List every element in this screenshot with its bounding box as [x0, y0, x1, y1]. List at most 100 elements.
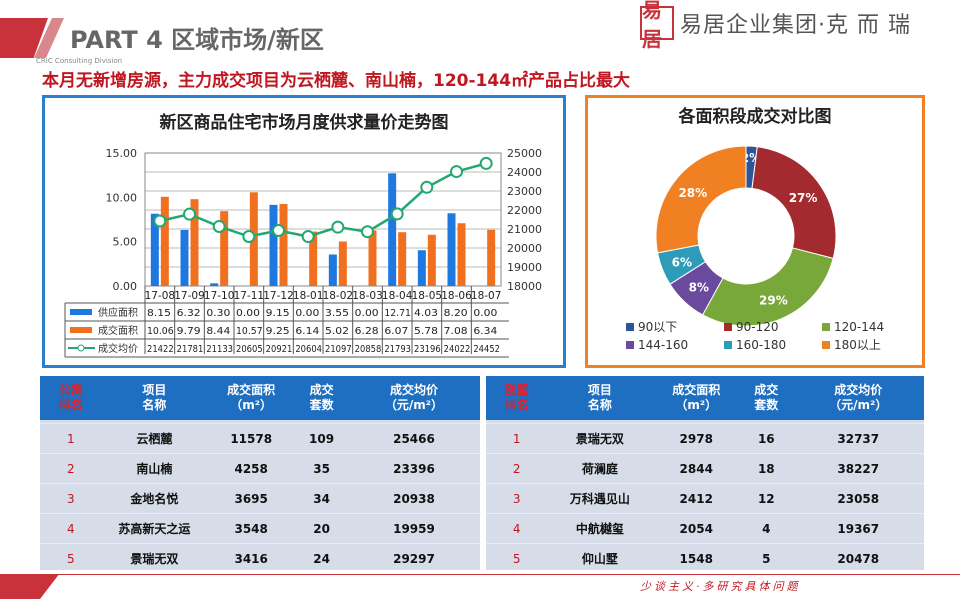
data-cell: 21422 — [147, 344, 174, 355]
avg-price-cell: 19367 — [837, 521, 880, 536]
legend-label: 成交均价 — [98, 342, 138, 355]
deal-area-cell: 2412 — [679, 491, 713, 506]
data-cell: 0.00 — [355, 308, 379, 319]
footer-bg — [40, 575, 960, 599]
project-name-cell: 中航樾玺 — [575, 522, 624, 536]
legend-swatch — [822, 323, 830, 331]
legend-label: 120-144 — [834, 320, 884, 334]
page-title: PART 4 区域市场/新区 — [70, 26, 324, 54]
deal-units-cell: 4 — [762, 521, 771, 536]
data-cell: 5.78 — [414, 326, 438, 337]
chart-title: 新区商品住宅市场月度供求量价走势图 — [159, 113, 449, 133]
project-name-cell: 金地名悦 — [130, 492, 179, 506]
rank-cell: 3 — [512, 491, 521, 506]
price-point — [479, 156, 493, 170]
deal-units-cell: 34 — [313, 491, 330, 506]
category-label: 18-02 — [323, 290, 354, 302]
legend-swatch — [70, 327, 92, 333]
table-row: 4 中航樾玺 2054 4 19367 — [486, 513, 924, 543]
price-point — [183, 207, 196, 221]
rank-cell: 2 — [66, 461, 75, 476]
supply-area-bar — [180, 229, 189, 286]
deal-area-cell: 3548 — [234, 521, 268, 536]
project-name-cell: 苏高新天之运 — [118, 522, 191, 536]
category-label: 18-06 — [441, 290, 472, 302]
category-label: 17-09 — [174, 290, 205, 302]
supply-area-bar — [328, 254, 337, 286]
project-name-cell: 景瑞无双 — [130, 552, 179, 566]
deal-area-cell: 3416 — [234, 551, 268, 566]
data-cell: 0.00 — [473, 308, 497, 319]
left-tick-label: 5.00 — [113, 236, 138, 249]
deal-area-bar — [160, 196, 169, 286]
table-row: 1 景瑞无双 2978 16 32737 — [486, 423, 924, 453]
legend-marker — [77, 344, 85, 352]
avg-price-cell: 20938 — [393, 491, 435, 506]
table-row: 1 云栖麓 11578 109 25466 — [40, 423, 480, 453]
apartment-ranking-table: 公寓 排名 项目 名称 成交面积 （m²） 成交 套数 成交均价 （元/m²） 1 云栖麓 11578 1… — [40, 376, 480, 570]
footer-motto: 少谈主义·多研究具体问题 — [640, 580, 801, 593]
legend-label: 90-120 — [736, 320, 779, 334]
price-point — [301, 230, 315, 244]
price-point — [242, 230, 256, 244]
deal-units-cell: 24 — [313, 551, 330, 566]
table-row: 5 仰山墅 1548 5 20478 — [486, 543, 924, 573]
pie-title: 各面积段成交对比图 — [678, 107, 832, 127]
legend-swatch — [626, 341, 634, 349]
price-point — [272, 224, 285, 238]
table-row: 4 苏高新天之运 3548 20 19959 — [40, 513, 480, 543]
data-cell: 9.15 — [266, 308, 290, 319]
villa-ranking-table: 别墅 排名 项目 名称 成交面积 （m²） 成交 套数 成交均价 （元/m²） 1 景瑞无双 2978 1… — [486, 376, 924, 570]
avg-price-cell: 25466 — [393, 431, 435, 446]
legend-label: 160-180 — [736, 338, 786, 352]
legend-swatch — [724, 323, 732, 331]
rank-cell: 1 — [512, 431, 521, 446]
rank-cell: 2 — [512, 461, 521, 476]
data-cell: 6.32 — [177, 308, 201, 319]
category-label: 18-03 — [352, 290, 383, 302]
deal-units-cell: 20 — [313, 521, 330, 536]
rank-cell: 3 — [66, 491, 75, 506]
deal-area-cell: 1548 — [679, 551, 713, 566]
left-tick-label: 10.00 — [106, 191, 138, 204]
column-header: 项目 名称 — [142, 383, 167, 412]
deal-area-bar — [487, 229, 496, 286]
supply-area-bar — [447, 213, 456, 286]
data-cell: 20921 — [266, 344, 293, 355]
project-name-cell: 仰山墅 — [581, 552, 618, 566]
deal-area-bar — [398, 232, 407, 286]
price-point — [212, 219, 226, 233]
data-cell: 21781 — [177, 344, 204, 355]
category-label: 17-08 — [145, 290, 176, 302]
legend-swatch — [724, 341, 732, 349]
price-point — [361, 225, 374, 239]
deal-units-cell: 16 — [757, 431, 775, 446]
data-cell: 4.03 — [414, 308, 438, 319]
logo-text: 易居企业集团·克 而 瑞 — [680, 13, 911, 38]
data-cell: 6.34 — [473, 326, 497, 337]
deal-area-bar — [368, 230, 377, 286]
data-cell: 3.55 — [325, 308, 349, 319]
deal-area-cell: 4258 — [234, 461, 268, 476]
right-tick-label: 19000 — [507, 261, 542, 274]
category-label: 18-05 — [412, 290, 443, 302]
right-tick-label: 20000 — [507, 242, 542, 255]
project-name-cell: 荷澜庭 — [581, 462, 618, 476]
price-point — [450, 165, 463, 179]
table-row: 5 景瑞无双 3416 24 29297 — [40, 543, 480, 573]
deal-area-bar — [220, 211, 229, 286]
rank-cell: 4 — [512, 521, 521, 536]
deal-units-cell: 12 — [757, 491, 775, 506]
legend-label: 供应面积 — [98, 306, 138, 319]
deal-area-cell: 2844 — [679, 461, 713, 476]
table-row: 2 荷澜庭 2844 18 38227 — [486, 453, 924, 483]
avg-price-cell: 23058 — [837, 491, 880, 506]
rank-cell: 5 — [512, 551, 521, 566]
project-name-cell: 景瑞无双 — [575, 432, 624, 446]
data-cell: 5.02 — [325, 326, 349, 337]
division-label: CRIC Consulting Division — [36, 57, 123, 65]
deal-area-bar — [279, 203, 288, 286]
legend-swatch — [822, 341, 830, 349]
project-name-cell: 万科遇见山 — [569, 492, 630, 506]
